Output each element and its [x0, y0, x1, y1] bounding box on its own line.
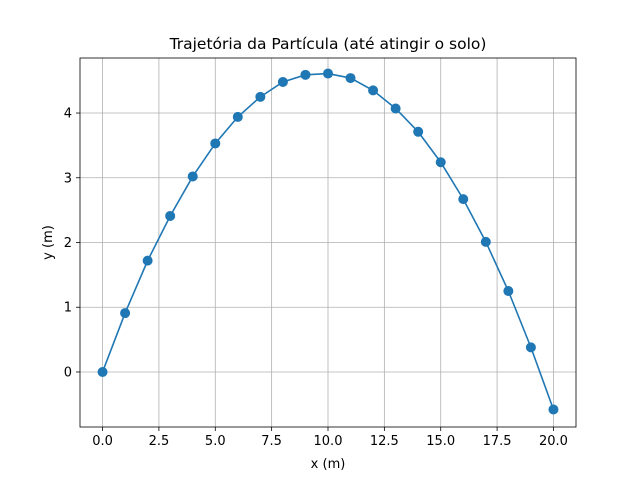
- x-tick-label: 2.5: [149, 434, 170, 449]
- data-point: [232, 111, 243, 122]
- y-axis-ticks: 0 1 2 3 4: [64, 107, 80, 380]
- data-point: [345, 73, 356, 84]
- y-tick-label: 0: [64, 365, 72, 380]
- data-point: [142, 255, 153, 266]
- x-axis-label: x (m): [311, 457, 346, 472]
- y-tick-label: 4: [64, 107, 72, 122]
- data-point: [548, 404, 559, 415]
- data-point: [300, 69, 311, 80]
- data-point: [390, 103, 401, 114]
- y-tick-label: 3: [64, 171, 72, 186]
- data-point: [435, 157, 446, 168]
- data-point: [480, 236, 491, 247]
- x-tick-label: 7.5: [261, 434, 282, 449]
- series-layer: [97, 68, 559, 415]
- x-tick-label: 0.0: [92, 434, 113, 449]
- x-tick-label: 20.0: [539, 434, 568, 449]
- data-point: [277, 76, 288, 87]
- y-tick-label: 1: [64, 301, 72, 316]
- data-point: [368, 85, 379, 96]
- y-axis-label: y (m): [41, 225, 56, 260]
- data-point: [413, 126, 424, 137]
- data-point: [210, 138, 221, 149]
- data-point: [255, 91, 266, 102]
- x-tick-label: 10.0: [314, 434, 343, 449]
- y-tick-label: 2: [64, 236, 72, 251]
- chart-title: Trajetória da Partícula (até atingir o s…: [169, 35, 487, 53]
- x-tick-label: 15.0: [426, 434, 455, 449]
- data-point: [323, 68, 333, 79]
- data-point: [165, 210, 176, 221]
- x-axis-ticks: 0.0 2.5 5.0 7.5 10.0 12.5 15.0 17.5 20.0: [92, 427, 568, 449]
- data-point: [187, 171, 198, 182]
- data-point: [120, 308, 131, 319]
- x-tick-label: 17.5: [483, 434, 512, 449]
- data-point: [458, 194, 469, 205]
- grid: [80, 58, 576, 427]
- data-point: [97, 366, 108, 377]
- x-tick-label: 12.5: [370, 434, 399, 449]
- data-point: [525, 342, 536, 353]
- data-point: [503, 286, 514, 297]
- x-tick-label: 5.0: [205, 434, 226, 449]
